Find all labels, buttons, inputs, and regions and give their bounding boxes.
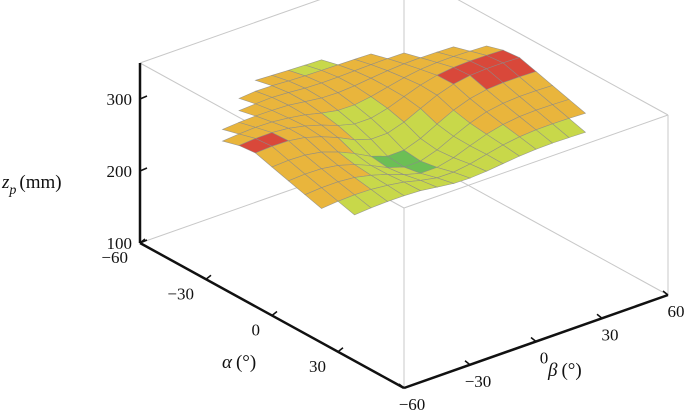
box-top-edge	[139, 0, 321, 64]
beta-axis-var: β	[547, 360, 558, 381]
alpha-tick	[271, 310, 278, 317]
z-axis-title: zp (mm)	[1, 172, 62, 198]
z-axis-sub: p	[8, 183, 16, 198]
alpha-axis-title: α (°)	[222, 352, 256, 373]
svg-text:α(°): α (°)	[222, 352, 256, 373]
beta-tick-label: −60	[399, 395, 426, 414]
beta-tick	[662, 290, 669, 296]
svg-text:β(°): β (°)	[547, 360, 582, 381]
beta-tick	[398, 383, 405, 389]
alpha-tick-label: −30	[167, 284, 194, 303]
beta-tick	[464, 360, 471, 366]
z-tick	[139, 95, 148, 100]
beta-tick	[530, 336, 537, 343]
alpha-axis-var: α	[222, 352, 233, 373]
alpha-tick-label: 30	[309, 357, 326, 376]
beta-tick-label: −30	[465, 372, 492, 391]
surface-mesh	[221, 45, 587, 216]
alpha-tick-label: −60	[101, 248, 128, 267]
z-tick-label: 100	[107, 234, 133, 253]
beta-tick-label: 60	[668, 302, 685, 321]
z-tick-label: 300	[107, 90, 133, 109]
box-top-edge	[457, 0, 669, 116]
alpha-tick-label: 0	[252, 321, 261, 340]
alpha-tick	[337, 347, 344, 353]
alpha-tick	[205, 274, 212, 280]
z-tick-label: 200	[107, 162, 133, 181]
beta-axis-title: β (°)	[547, 360, 582, 381]
z-axis-unit: (mm)	[19, 172, 61, 193]
svg-text:zp(mm): zp (mm)	[1, 172, 62, 198]
alpha-tick	[139, 238, 146, 244]
beta-tick	[596, 313, 603, 319]
alpha-axis-unit: (°)	[236, 352, 256, 373]
z-tick	[139, 167, 148, 172]
surface-patch	[337, 194, 372, 216]
z-axis-var: z	[1, 172, 10, 193]
beta-tick-label: 30	[602, 325, 619, 344]
beta-tick-label: 0	[540, 349, 549, 368]
ticks: 100 200 300 −60 −30 0 30 −60 −30 0 30 60	[101, 90, 684, 414]
beta-axis-unit: (°)	[561, 360, 581, 381]
box-top-edge	[403, 114, 669, 209]
